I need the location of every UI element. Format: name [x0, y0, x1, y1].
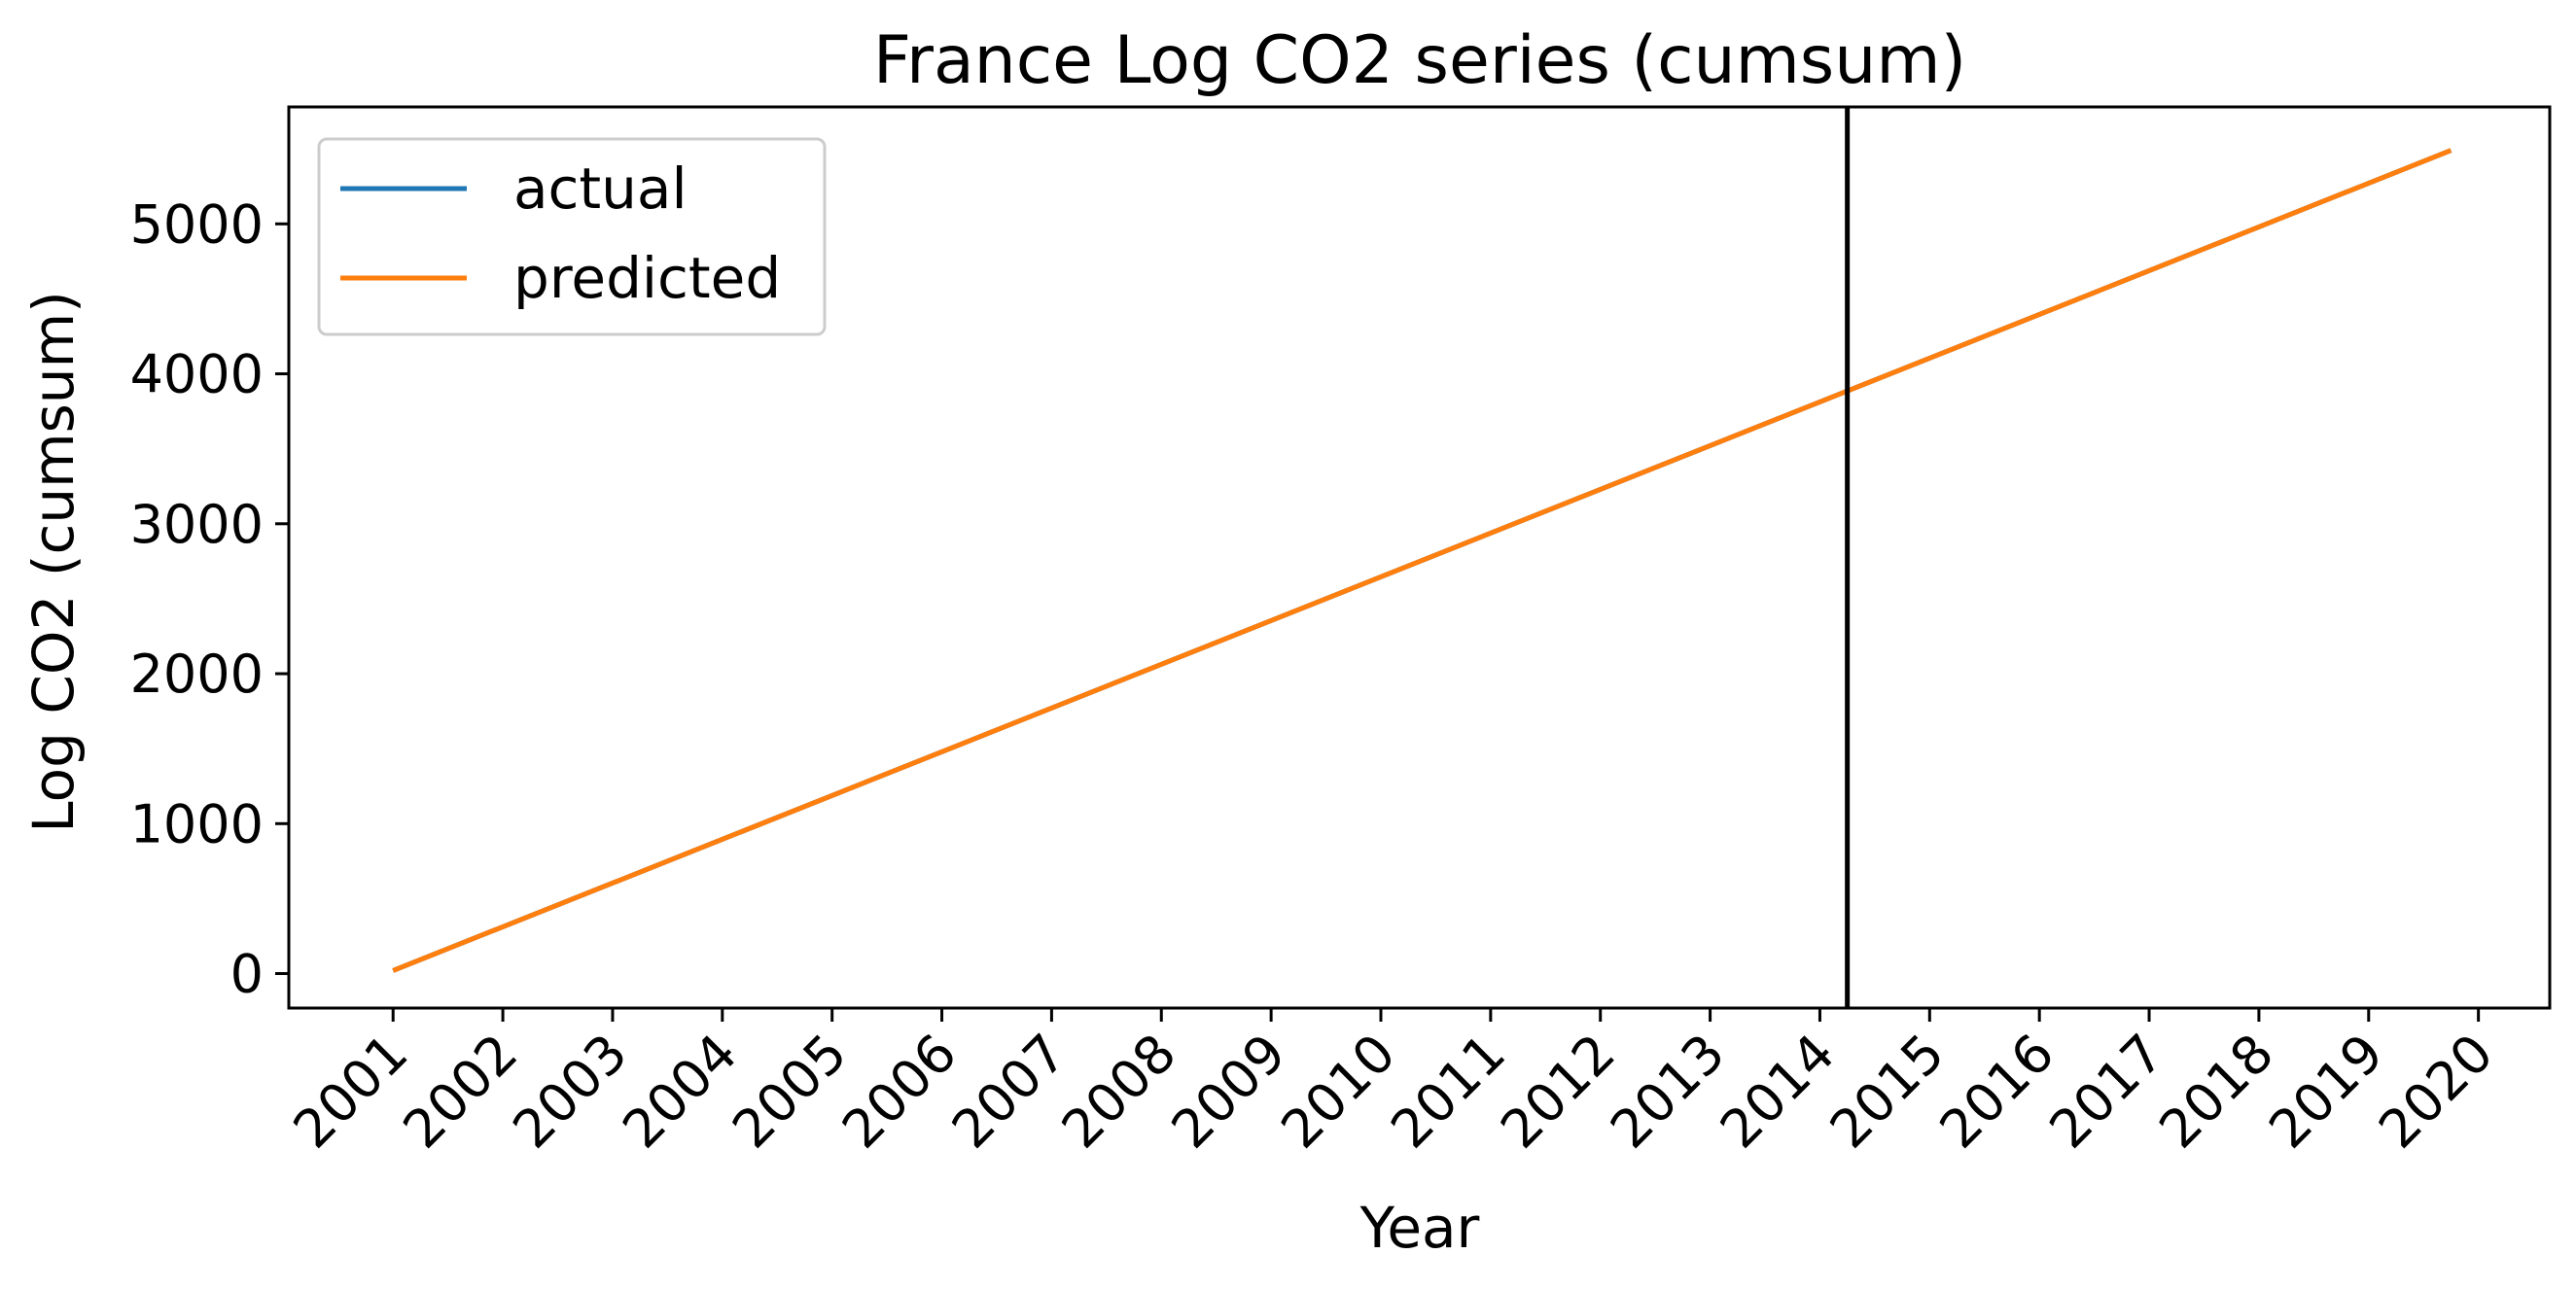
x-tick-label: 2012 — [1489, 1023, 1627, 1161]
legend-label-actual: actual — [513, 156, 688, 222]
x-tick-label: 2019 — [2257, 1023, 2395, 1161]
x-tick-label: 2018 — [2147, 1023, 2285, 1161]
x-tick-label: 2008 — [1050, 1023, 1188, 1161]
chart-title: France Log CO2 series (cumsum) — [873, 22, 1966, 99]
y-tick-label: 2000 — [130, 644, 264, 705]
x-tick-label: 2001 — [282, 1023, 420, 1161]
y-tick-label: 4000 — [130, 344, 264, 405]
x-tick-label: 2006 — [830, 1023, 969, 1161]
x-tick-label: 2004 — [611, 1023, 749, 1161]
x-tick-label: 2007 — [940, 1023, 1078, 1161]
x-tick-label: 2003 — [501, 1023, 639, 1161]
plot-frame — [287, 105, 2552, 1010]
x-tick-label: 2015 — [1818, 1023, 1957, 1161]
y-axis: 0 1000 2000 3000 4000 5000 — [130, 193, 289, 1005]
y-tick-label: 1000 — [130, 793, 264, 854]
x-tick-label: 2010 — [1269, 1023, 1407, 1161]
x-tick-label: 2020 — [2367, 1023, 2505, 1161]
y-axis-label: Log CO2 (cumsum) — [20, 291, 87, 832]
x-tick-label: 2009 — [1160, 1023, 1298, 1161]
x-tick-label: 2014 — [1709, 1023, 1847, 1161]
legend-label-predicted: predicted — [513, 245, 781, 311]
x-axis-label: Year — [1359, 1195, 1480, 1261]
legend: actual predicted — [317, 137, 827, 336]
y-tick-label: 5000 — [130, 193, 264, 255]
plot-area — [287, 105, 2552, 1010]
series-line-predicted — [392, 148, 2452, 973]
x-tick-label: 2005 — [721, 1023, 859, 1161]
x-tick-label: 2013 — [1599, 1023, 1737, 1161]
y-tick-label: 3000 — [130, 494, 264, 555]
x-tick-label: 2017 — [2038, 1023, 2176, 1161]
x-axis: 2001200220032004200520062007200820092010… — [282, 1008, 2505, 1160]
series-layer — [392, 148, 2452, 973]
y-tick-label: 0 — [230, 944, 264, 1005]
x-tick-label: 2016 — [1928, 1023, 2066, 1161]
x-tick-label: 2002 — [392, 1023, 530, 1161]
x-tick-label: 2011 — [1379, 1023, 1517, 1161]
